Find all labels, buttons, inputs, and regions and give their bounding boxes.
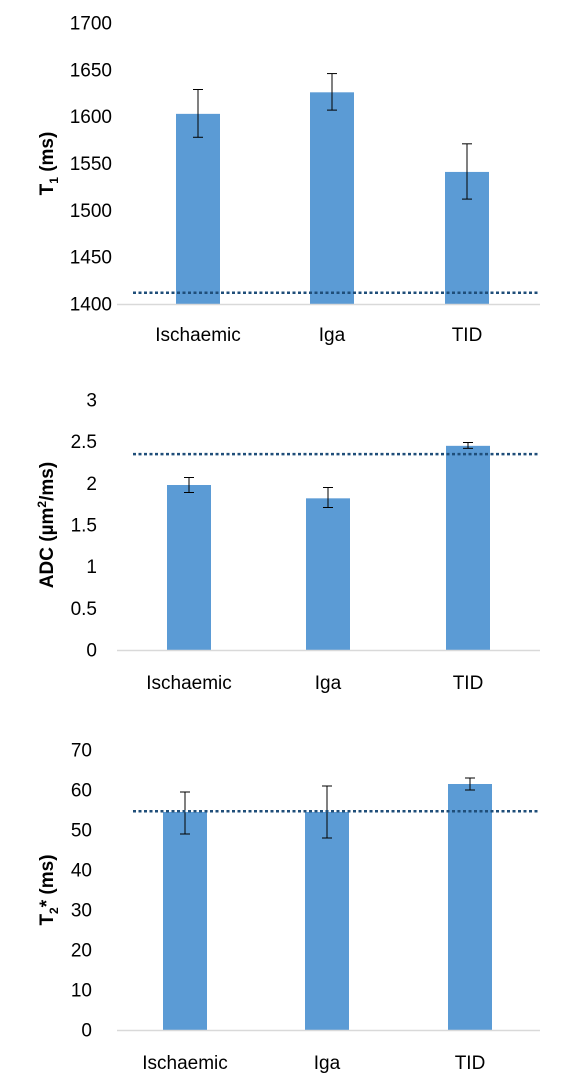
y-tick-label: 40 bbox=[71, 861, 92, 882]
bar-iga bbox=[305, 812, 349, 1030]
y-tick-label: 1.5 bbox=[71, 516, 97, 537]
y-tick-label: 1400 bbox=[70, 295, 112, 316]
y-tick-label: 30 bbox=[71, 901, 92, 922]
y-tick-label: 2 bbox=[86, 474, 97, 495]
category-label: Iga bbox=[314, 1053, 341, 1074]
error-bar bbox=[193, 89, 203, 138]
category-label: TID bbox=[452, 325, 483, 346]
error-bar bbox=[463, 442, 473, 449]
y-tick-label: 1600 bbox=[70, 107, 112, 128]
error-bar bbox=[184, 477, 194, 493]
bar-ischaemic bbox=[167, 485, 211, 650]
y-tick-label: 1500 bbox=[70, 201, 112, 222]
error-bar bbox=[327, 73, 337, 111]
category-label: Ischaemic bbox=[142, 1053, 228, 1074]
bar-ischaemic bbox=[176, 113, 220, 305]
category-label: Ischaemic bbox=[146, 673, 232, 694]
y-axis-label: ADC (µm2/ms) bbox=[35, 462, 58, 588]
y-tick-label: 20 bbox=[71, 941, 92, 962]
category-label: TID bbox=[455, 1053, 486, 1074]
y-axis-label: T2* (ms) bbox=[37, 854, 61, 925]
chart-panel-1: 1400 1450 1500 1550 1600 1650 1700 Ischaemic Iga… bbox=[37, 14, 540, 346]
bar-iga bbox=[306, 498, 350, 650]
bar-tid bbox=[446, 445, 490, 650]
y-tick-label: 1550 bbox=[70, 154, 112, 175]
y-tick-label: 0.5 bbox=[71, 599, 97, 620]
bar-iga bbox=[310, 92, 354, 305]
y-tick-label: 0 bbox=[86, 641, 97, 662]
category-label: Iga bbox=[315, 673, 342, 694]
chart-panel-2: 0 0.5 1 1.5 2 2.5 3 Ischaemic Iga TID ADC (µm2/ms) bbox=[35, 391, 540, 694]
y-tick-label: 1 bbox=[86, 557, 97, 578]
category-label: TID bbox=[453, 673, 484, 694]
chart-panel-3: 0 10 20 30 40 50 60 70 Ischaemic Iga TID T2* (ms) bbox=[37, 741, 540, 1074]
error-bar bbox=[323, 487, 333, 508]
bar-tid bbox=[448, 784, 492, 1030]
y-tick-label: 1700 bbox=[70, 14, 112, 35]
category-label: Iga bbox=[319, 325, 346, 346]
y-tick-label: 10 bbox=[71, 981, 92, 1002]
category-label: Ischaemic bbox=[155, 325, 241, 346]
y-tick-label: 0 bbox=[81, 1021, 92, 1042]
y-axis-label: T1 (ms) bbox=[37, 132, 61, 196]
y-tick-label: 50 bbox=[71, 821, 92, 842]
y-tick-label: 1650 bbox=[70, 60, 112, 81]
error-bar bbox=[180, 791, 190, 835]
y-tick-label: 2.5 bbox=[71, 432, 97, 453]
error-bar bbox=[465, 777, 475, 791]
y-tick-label: 60 bbox=[71, 781, 92, 802]
y-tick-label: 70 bbox=[71, 741, 92, 762]
y-tick-label: 1450 bbox=[70, 248, 112, 269]
error-bar bbox=[462, 143, 472, 200]
bar-ischaemic bbox=[163, 812, 207, 1030]
y-tick-label: 3 bbox=[86, 391, 97, 412]
